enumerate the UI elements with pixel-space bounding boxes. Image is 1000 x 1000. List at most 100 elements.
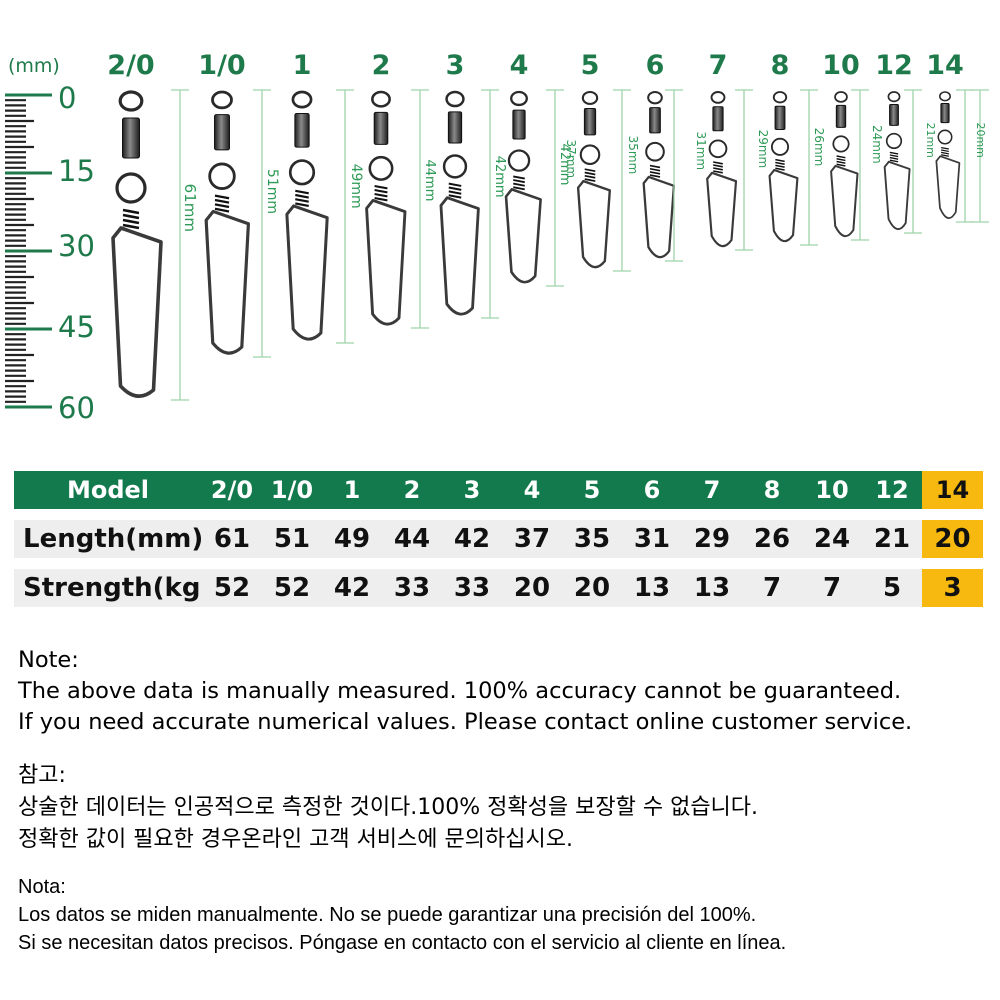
note-english: Note: The above data is manually measure…	[18, 645, 912, 738]
swivel-ring	[368, 155, 394, 181]
swivel-coil	[374, 188, 388, 194]
swivel-coil	[713, 161, 723, 165]
table-cell: 20	[502, 569, 562, 607]
length-label: 49mm	[348, 164, 364, 209]
swivel-barrel	[512, 109, 526, 140]
swivel-coil	[713, 167, 723, 171]
size-label-3: 3	[445, 50, 465, 81]
swivel-coil	[775, 161, 785, 165]
note-korean: 참고: 상술한 데이터는 인공적으로 측정한 것이다.100% 정확성을 보장할…	[18, 760, 758, 856]
table-cell-highlight: 20	[922, 520, 983, 558]
table-header-cell: 8	[742, 471, 802, 509]
swivel-coil	[214, 207, 230, 213]
swivel-eye	[445, 90, 465, 108]
swivel-barrel	[940, 102, 950, 124]
swivel-coil	[941, 151, 949, 155]
swivel-coil	[122, 218, 140, 225]
swivel-eye	[118, 90, 144, 112]
swivel-coil	[836, 158, 846, 162]
swivel-eye	[710, 91, 726, 104]
swivel-ring	[708, 139, 728, 159]
swivel-coil	[513, 182, 525, 187]
size-label-4: 4	[509, 50, 529, 81]
swivel-coil	[775, 158, 785, 163]
swivel-coil	[775, 164, 785, 168]
ruler-label-30: 30	[58, 229, 95, 263]
size-label-14: 14	[926, 50, 964, 81]
ruler-label-0: 0	[58, 81, 77, 115]
length-label: 21mm	[924, 122, 937, 157]
swivel-coil	[122, 213, 140, 220]
table-cell: 33	[382, 569, 442, 607]
note-line: 상술한 데이터는 인공적으로 측정한 것이다.100% 정확성을 보장할 수 없…	[18, 795, 759, 820]
size-label-2: 2	[371, 50, 391, 81]
swivel-coil	[649, 174, 661, 178]
length-label: 29mm	[756, 130, 770, 169]
swivel-coil	[836, 155, 846, 159]
note-title: 참고:	[18, 763, 66, 788]
swivel-coil	[941, 154, 949, 157]
length-label: 42mm	[557, 144, 572, 186]
swivel-ring	[832, 135, 850, 153]
table-cell: 29	[682, 520, 742, 558]
swivel-coil	[448, 186, 462, 191]
size-label-8: 8	[770, 50, 790, 81]
swivel-snap	[768, 168, 799, 243]
swivel-ring	[288, 159, 316, 186]
swivel-eye	[510, 90, 528, 107]
swivel-snap	[883, 160, 911, 230]
swivel-coil	[889, 159, 899, 163]
table-cell: 7	[802, 569, 862, 607]
swivel-ring	[770, 137, 790, 156]
swivel-coil	[214, 203, 230, 209]
swivel-coil	[448, 182, 462, 187]
ruler-label-60: 60	[58, 391, 95, 425]
size-label-7: 7	[708, 50, 728, 81]
table-cell: 49	[322, 520, 382, 558]
table-cell: 5	[862, 569, 922, 607]
swivel-coil	[214, 198, 230, 204]
length-label: 37mm	[564, 139, 578, 178]
swivel-barrel	[122, 117, 140, 159]
swivel-barrel	[889, 104, 899, 126]
swivel-coil	[941, 146, 949, 150]
swivel-coil	[295, 189, 309, 195]
swivel-barrel	[447, 111, 463, 144]
swivel-coil	[122, 208, 140, 215]
length-label: 44mm	[422, 160, 437, 202]
table-cell: 26	[742, 520, 802, 558]
table-header-cell: 7	[682, 471, 742, 509]
ruler-unit-label: (mm)	[8, 55, 60, 77]
size-label-10: 10	[822, 50, 860, 81]
swivel-barrel	[583, 107, 597, 136]
note-title: Nota:	[18, 876, 66, 898]
swivel-coil	[448, 190, 462, 195]
length-label: 26mm	[812, 128, 826, 167]
swivel-snap	[830, 164, 859, 237]
note-spanish: Nota: Los datos se miden manualmente. No…	[18, 873, 786, 957]
note-line: Si se necesitan datos precisos. Póngase …	[18, 932, 787, 954]
table-header-cell: 3	[442, 471, 502, 509]
swivel-coil	[889, 154, 899, 158]
swivel-eye	[939, 91, 951, 102]
swivel-snap	[642, 175, 676, 259]
swivel-barrel	[214, 114, 230, 151]
swivel-coil	[584, 171, 596, 176]
table-cell: 20	[562, 569, 622, 607]
table-header-cell: 10	[802, 471, 862, 509]
swivel-coil	[713, 164, 723, 168]
size-label-1: 1	[292, 50, 312, 81]
swivel-coil	[584, 178, 596, 182]
ruler-label-15: 15	[58, 154, 95, 188]
table-row-label: Length(mm)	[14, 520, 203, 558]
table-cell: 13	[682, 569, 742, 607]
swivel-coil	[513, 186, 525, 191]
swivel-coil	[584, 174, 596, 179]
length-label: 61mm	[181, 184, 199, 232]
swivel-snap	[204, 209, 250, 355]
swivel-ring	[885, 132, 903, 150]
table-cell: 51	[262, 520, 322, 558]
swivel-coil	[713, 170, 723, 174]
swivel-coil	[649, 171, 661, 175]
